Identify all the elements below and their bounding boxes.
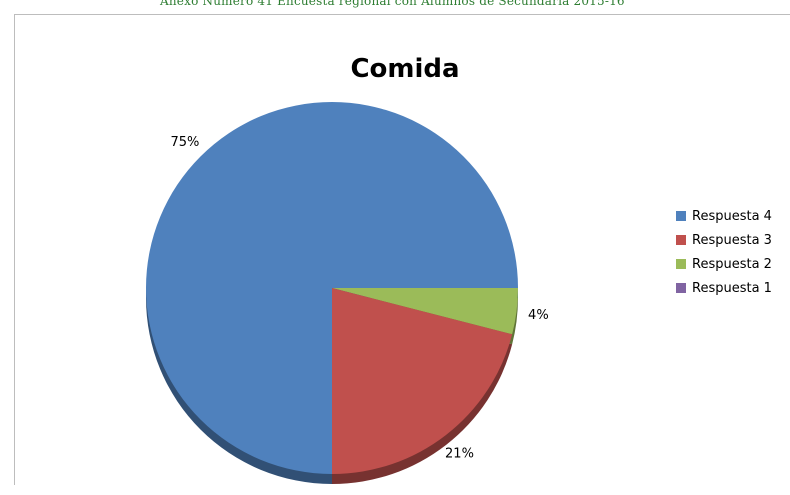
legend-item-respuesta-1: Respuesta 1	[676, 281, 772, 296]
pie-data-labels: 4% 21% 75%	[170, 135, 548, 461]
legend-item-respuesta-3: Respuesta 3	[676, 233, 772, 248]
legend-label: Respuesta 1	[692, 281, 772, 296]
legend-swatch	[676, 211, 686, 221]
legend-label: Respuesta 4	[692, 209, 772, 224]
legend-swatch	[676, 259, 686, 269]
pie-slices	[146, 102, 518, 474]
legend: Respuesta 4 Respuesta 3 Respuesta 2 Respues…	[676, 209, 772, 296]
header-text: Anexo Número 41 Encuesta regional con Al…	[160, 0, 625, 8]
legend-label: Respuesta 2	[692, 257, 772, 272]
pie-slice-respuesta-3	[332, 288, 513, 474]
legend-swatch	[676, 283, 686, 293]
legend-swatch	[676, 235, 686, 245]
pie-slice-respuesta-2	[332, 288, 518, 335]
data-label-respuesta-4: 75%	[170, 135, 199, 150]
pie-slice-respuesta-4	[146, 102, 518, 474]
data-label-respuesta-3: 21%	[445, 446, 474, 461]
legend-label: Respuesta 3	[692, 233, 772, 248]
data-label-respuesta-2: 4%	[528, 308, 549, 323]
legend-item-respuesta-2: Respuesta 2	[676, 257, 772, 272]
legend-item-respuesta-4: Respuesta 4	[676, 209, 772, 224]
header-band: Anexo Número 41 Encuesta regional con Al…	[0, 0, 790, 14]
chart-title: Comida	[350, 54, 459, 84]
